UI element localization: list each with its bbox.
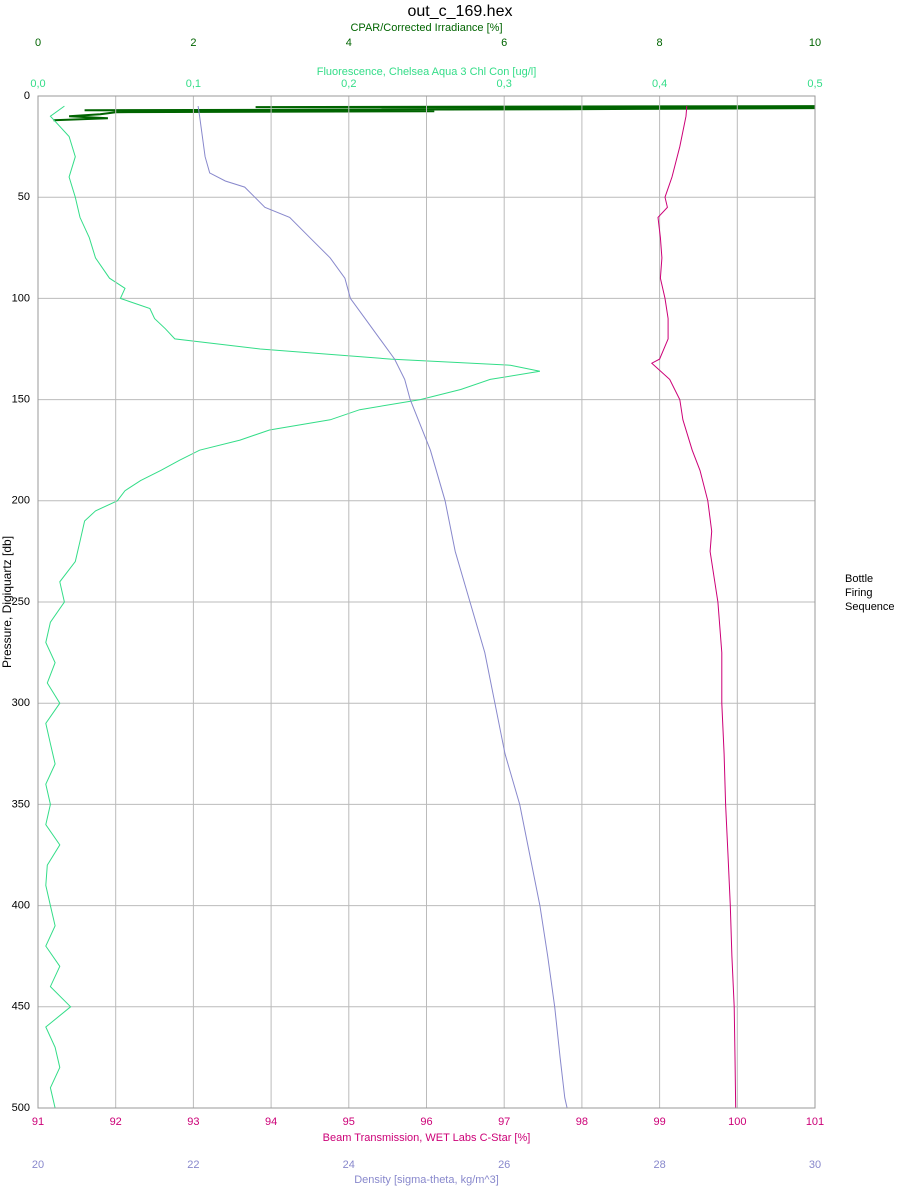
x-tick-label: 0,0 [30,78,45,90]
axis-label: CPAR/Corrected Irradiance [%] [350,22,502,34]
x-tick-label: 0,3 [497,78,512,90]
y-tick-label: 0 [24,90,30,102]
y-tick-label: 250 [12,596,30,608]
x-tick-label: 2 [190,37,196,49]
y-tick-label: 450 [12,1001,30,1013]
x-tick-label: 101 [806,1116,824,1128]
x-tick-label: 0,4 [652,78,667,90]
side-note-line: Bottle [845,573,873,585]
x-tick-label: 92 [110,1116,122,1128]
y-tick-label: 500 [12,1102,30,1114]
x-tick-label: 97 [498,1116,510,1128]
x-tick-label: 0 [35,37,41,49]
side-note-line: Firing [845,587,873,599]
y-tick-label: 350 [12,798,30,810]
x-tick-label: 22 [187,1159,199,1171]
x-tick-label: 26 [498,1159,510,1171]
profile-line [197,106,568,1108]
x-tick-label: 95 [343,1116,355,1128]
y-tick-label: 400 [12,900,30,912]
chart-title: out_c_169.hex [408,3,513,20]
y-tick-label: 100 [12,292,30,304]
axis-label: Beam Transmission, WET Labs C-Star [%] [323,1132,531,1144]
profile-line [45,105,541,1108]
profile-line [650,106,737,1108]
x-tick-label: 94 [265,1116,277,1128]
x-tick-label: 100 [728,1116,746,1128]
x-tick-label: 24 [343,1159,355,1171]
x-tick-label: 30 [809,1159,821,1171]
axis-label: Density [sigma-theta, kg/m^3] [354,1174,499,1186]
y-tick-label: 150 [12,394,30,406]
x-tick-label: 96 [420,1116,432,1128]
x-tick-label: 0,1 [186,78,201,90]
x-tick-label: 6 [501,37,507,49]
x-tick-label: 91 [32,1116,44,1128]
profile-line [53,105,815,122]
x-tick-label: 0,5 [807,78,822,90]
x-tick-label: 98 [576,1116,588,1128]
x-tick-label: 4 [346,37,352,49]
axis-label: Fluorescence, Chelsea Aqua 3 Chl Con [ug… [317,66,537,78]
x-tick-label: 93 [187,1116,199,1128]
x-tick-label: 99 [653,1116,665,1128]
side-note: Bottle Firing Sequence [845,573,895,613]
y-tick-label: 50 [18,191,30,203]
y-tick-label: 300 [12,697,30,709]
x-tick-label: 20 [32,1159,44,1171]
y-tick-label: 200 [12,495,30,507]
x-tick-label: 10 [809,37,821,49]
plot-border [37,95,816,1109]
y-axis-label: Pressure, Digiquartz [db] [0,536,14,668]
side-note-line: Sequence [845,601,895,613]
x-tick-label: 0,2 [341,78,356,90]
x-tick-label: 28 [653,1159,665,1171]
x-tick-label: 8 [657,37,663,49]
